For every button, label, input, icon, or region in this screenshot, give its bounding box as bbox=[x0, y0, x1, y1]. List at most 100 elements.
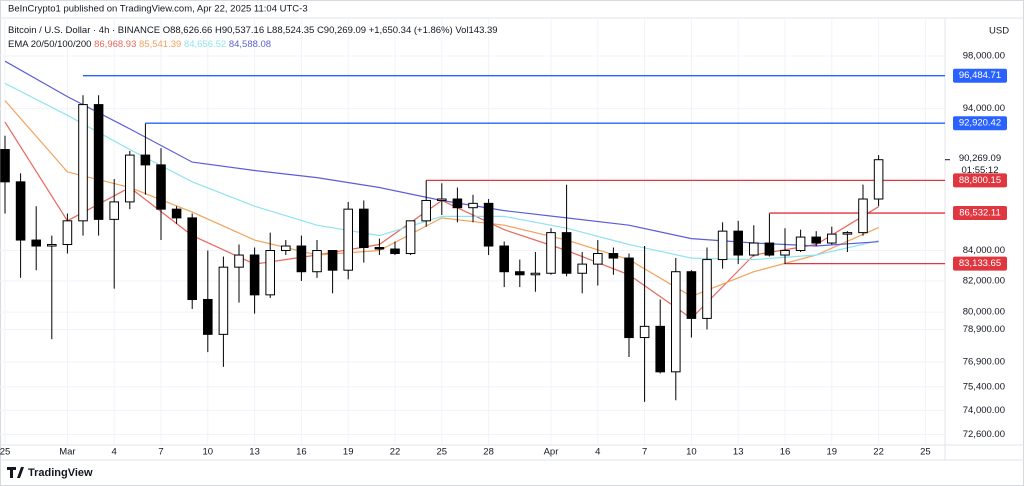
ema-line bbox=[4, 82, 879, 261]
level-label: 86,532.11 bbox=[959, 208, 1001, 219]
candle-body bbox=[62, 220, 73, 246]
last-price-label: 90,269.09 bbox=[959, 153, 1001, 164]
level-label-box bbox=[953, 68, 1007, 83]
ema-label: EMA 20/50/100/200 bbox=[8, 39, 91, 50]
x-tick-label: Apr bbox=[544, 447, 559, 458]
candle-body bbox=[281, 245, 291, 252]
x-tick-label: 7 bbox=[158, 447, 163, 458]
ema-row: EMA 20/50/100/200 86,968.93 85,541.39 84… bbox=[8, 39, 271, 50]
ohlc-value: H90,537.16 bbox=[215, 25, 264, 36]
y-tick-label: 72,600.00 bbox=[963, 429, 1005, 440]
countdown: 01:55:12 bbox=[962, 165, 999, 176]
y-tick-label: 80,000.00 bbox=[963, 307, 1005, 318]
candle-body bbox=[733, 230, 743, 256]
x-tick-label: 25 bbox=[437, 447, 448, 458]
x-tick-label: 22 bbox=[390, 447, 401, 458]
candle-body bbox=[0, 149, 10, 183]
candle-body bbox=[31, 239, 41, 247]
candle-body bbox=[530, 272, 541, 276]
x-tick-label: 10 bbox=[686, 447, 697, 458]
ohlc-value: C90,269.09 bbox=[317, 25, 366, 36]
x-tick-label: Mar bbox=[59, 447, 75, 458]
level-label-box bbox=[953, 173, 1007, 188]
candle-body bbox=[811, 236, 821, 244]
candle-body bbox=[827, 233, 837, 244]
candle-body bbox=[717, 230, 728, 261]
x-tick-label: 4 bbox=[112, 447, 117, 458]
y-tick-label: 98,000.00 bbox=[963, 51, 1005, 62]
candle-body bbox=[780, 250, 790, 256]
candle-body bbox=[468, 202, 478, 209]
candle-body bbox=[140, 154, 151, 166]
level-label: 88,800.15 bbox=[959, 175, 1001, 186]
candle-body bbox=[265, 250, 275, 296]
candle-body bbox=[187, 217, 197, 301]
candle-body bbox=[327, 250, 338, 271]
ohlc-value: O88,626.66 bbox=[163, 25, 213, 36]
candle-body bbox=[15, 181, 26, 241]
candle-body bbox=[749, 242, 759, 256]
ohlc-value: L88,524.35 bbox=[267, 25, 315, 36]
candle-body bbox=[499, 245, 509, 273]
symbol: Bitcoin / U.S. Dollar · 4h · BINANCE bbox=[8, 25, 160, 36]
x-tick-label: 22 bbox=[873, 447, 884, 458]
candle-body bbox=[686, 271, 697, 319]
candle-body bbox=[546, 232, 556, 274]
ema-legend-value: 84,588.08 bbox=[229, 39, 271, 50]
candle-body bbox=[359, 208, 369, 249]
candle-body bbox=[343, 208, 353, 271]
x-tick-label: 19 bbox=[343, 447, 354, 458]
y-tick-label: 74,000.00 bbox=[963, 405, 1005, 416]
candle-body bbox=[655, 325, 665, 373]
ema-line bbox=[4, 100, 879, 298]
x-tick-label: 16 bbox=[780, 447, 791, 458]
candle-body bbox=[639, 325, 650, 339]
candle-body bbox=[577, 263, 587, 274]
candle-body bbox=[234, 254, 244, 268]
published-note: BeInCrypto1 published on TradingView.com… bbox=[8, 4, 308, 15]
level-label-box bbox=[953, 116, 1007, 131]
x-tick-label: 10 bbox=[203, 447, 214, 458]
candle-body bbox=[93, 104, 104, 220]
ema-legend-value: 85,541.39 bbox=[139, 39, 181, 50]
y-tick-label: 94,000.00 bbox=[963, 103, 1005, 114]
candle-body bbox=[109, 201, 119, 220]
ohlc-value: +1,650.34 (+1.86%) bbox=[369, 25, 453, 36]
x-tick-label: 4 bbox=[595, 447, 600, 458]
candle-body bbox=[452, 198, 463, 209]
logo-icon bbox=[7, 467, 24, 478]
candle-body bbox=[125, 154, 135, 203]
candle-body bbox=[218, 266, 229, 335]
candle-body bbox=[156, 164, 166, 210]
candle-body bbox=[795, 236, 806, 252]
candle-body bbox=[702, 259, 712, 319]
candle-body bbox=[312, 250, 322, 273]
candle-body bbox=[421, 199, 431, 222]
x-tick-label: 19 bbox=[827, 447, 838, 458]
y-tick-label: 78,900.00 bbox=[963, 324, 1005, 335]
candle-body bbox=[374, 247, 385, 250]
candle-body bbox=[390, 248, 400, 255]
level-label-box bbox=[953, 206, 1007, 221]
ohlc-value: Vol143.39 bbox=[455, 25, 497, 36]
symbol-row: Bitcoin / U.S. Dollar · 4h · BINANCE O88… bbox=[8, 25, 498, 36]
candle-body bbox=[561, 232, 572, 274]
level-label-box bbox=[953, 256, 1007, 271]
candle-body bbox=[515, 271, 525, 276]
currency: USD bbox=[989, 26, 1009, 37]
candle-body bbox=[47, 244, 57, 247]
ema-legend-value: 84,656.52 bbox=[184, 39, 226, 50]
candle-body bbox=[203, 299, 213, 335]
x-tick-label: 13 bbox=[249, 447, 260, 458]
x-tick-label: 25 bbox=[920, 447, 931, 458]
candle-body bbox=[296, 245, 307, 273]
x-tick-label: 7 bbox=[642, 447, 647, 458]
y-tick-label: 82,000.00 bbox=[963, 275, 1005, 286]
x-tick-label: 25 bbox=[0, 447, 10, 458]
candle-body bbox=[764, 242, 775, 256]
level-label: 92,920.42 bbox=[959, 118, 1001, 129]
candle-body bbox=[842, 232, 853, 235]
candle-body bbox=[873, 159, 884, 200]
footer-brand: TradingView bbox=[28, 467, 93, 479]
